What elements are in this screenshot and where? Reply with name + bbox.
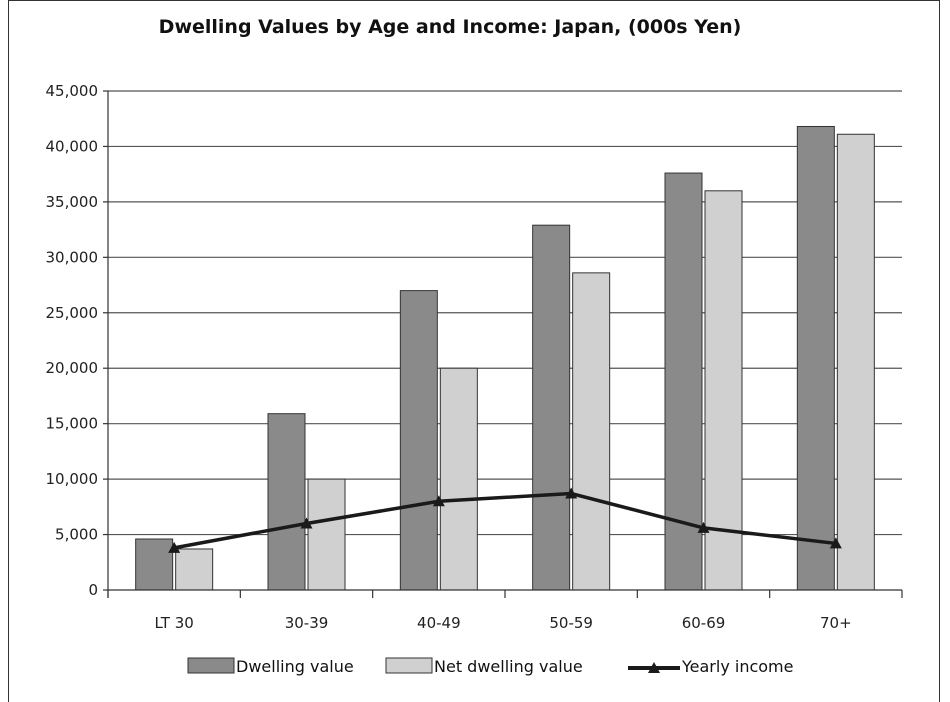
legend-label-net-dwelling-value: Net dwelling value [434,657,583,676]
x-tick-label: 60-69 [682,614,726,632]
yearly-income-marker-0 [168,541,181,553]
y-tick-label: 5,000 [55,526,98,544]
legend-swatch-net-dwelling-value [385,657,433,674]
chart-frame [8,0,940,702]
legend: Dwelling value Net dwelling value Yearly i… [187,657,793,676]
bar-dwelling-value-3 [532,224,571,591]
yearly-income-line [173,491,837,550]
legend-label-yearly-income: Yearly income [681,657,793,676]
y-tick-label: 45,000 [46,82,99,100]
bar-net-dwelling-value-0 [175,548,214,591]
x-tick-label: 30-39 [285,614,329,632]
y-tick-label: 35,000 [46,193,99,211]
bars [135,125,875,591]
income-line [168,487,842,553]
bar-net-dwelling-value-5 [836,133,875,591]
y-tick-label: 20,000 [46,359,99,377]
axes: 0 5,000 10,000 15,000 20,000 25,000 30,000 35,0… [46,82,903,632]
bar-dwelling-value-2 [399,290,438,591]
yearly-income-marker-5 [829,537,842,549]
y-tick-label: 30,000 [46,248,99,266]
bar-net-dwelling-value-1 [307,478,346,591]
yearly-income-marker-2 [432,495,445,507]
y-tick-label: 15,000 [46,415,99,433]
y-tick-label: 0 [88,581,98,599]
legend-swatch-dwelling-value [187,657,235,674]
grid-lines [108,90,902,536]
x-tick-label: 40-49 [417,614,461,632]
legend-marker-yearly-income [648,662,660,673]
bar-net-dwelling-value-2 [439,367,478,591]
yearly-income-marker-3 [565,487,578,499]
bar-net-dwelling-value-3 [572,272,611,591]
y-tick-label: 10,000 [46,470,99,488]
x-tick-label: 50-59 [549,614,593,632]
y-tick-label: 40,000 [46,137,99,155]
bar-dwelling-value-1 [267,413,306,591]
bar-dwelling-value-0 [135,538,174,591]
x-tick-label: 70+ [820,614,852,632]
bar-dwelling-value-5 [796,125,835,591]
x-tick-label: LT 30 [155,614,194,632]
yearly-income-marker-4 [697,521,710,533]
yearly-income-marker-1 [300,517,313,529]
legend-label-dwelling-value: Dwelling value [236,657,354,676]
chart-title: Dwelling Values by Age and Income: Japan… [158,16,742,38]
y-tick-label: 25,000 [46,304,99,322]
